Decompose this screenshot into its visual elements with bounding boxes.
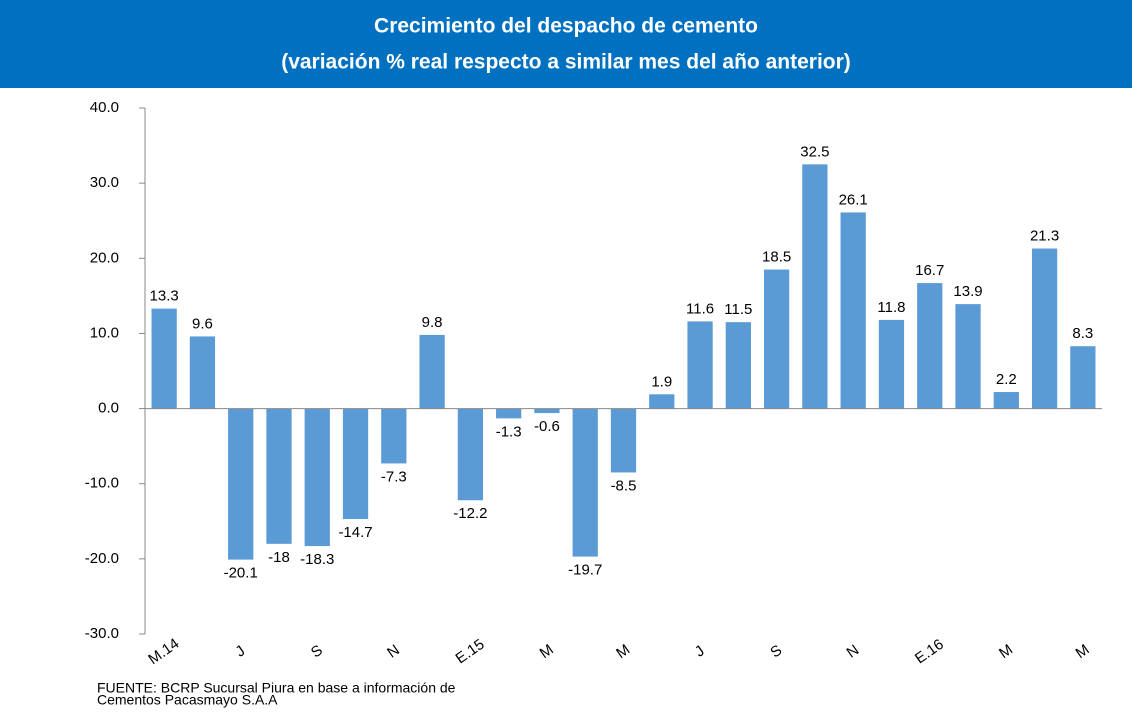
data-label: 11.6 [686,300,714,317]
bar [763,269,790,409]
bar [1031,248,1058,409]
data-label: -12.2 [453,505,487,522]
bar [381,408,407,464]
y-tick-label: -20.0 [85,550,119,567]
source-note: FUENTE: BCRP Sucursal Piura en base a in… [97,680,456,696]
bar [496,408,522,419]
header-band [0,0,1132,88]
data-label: -7.3 [381,468,407,485]
y-tick-label: 10.0 [90,324,119,341]
data-label: 1.9 [651,373,672,390]
bar [610,408,637,473]
data-label: 32.5 [800,143,829,160]
y-tick-label: -10.0 [85,475,119,492]
data-label: 13.9 [953,283,982,300]
data-label: -20.1 [224,565,258,582]
source-note: Cementos Pacasmayo S.A.A [97,692,278,708]
bar [151,308,177,409]
bar [649,394,675,409]
y-tick-label: -30.0 [85,625,119,642]
bar [572,408,598,557]
bar [1070,346,1096,409]
data-label: 11.5 [724,301,752,318]
bar [955,304,981,409]
bar [725,322,751,409]
data-label: 2.2 [996,371,1017,388]
x-tick-label: N [384,641,403,661]
data-label: -19.7 [568,562,602,579]
y-tick-label: 40.0 [90,99,119,116]
data-label: -18.3 [300,551,334,568]
data-label: 13.3 [150,288,179,305]
chart-title: Crecimiento del despacho de cemento [374,15,758,38]
x-tick-label: M.14 [145,635,182,668]
x-tick-label: E.16 [912,636,947,668]
y-tick-label: 30.0 [90,174,119,191]
data-label: -14.7 [338,524,372,541]
bar [802,164,828,409]
bar [189,336,216,409]
bar [228,408,254,560]
data-label: -0.6 [534,418,560,435]
data-label: 26.1 [839,191,868,208]
x-tick-label: S [767,642,785,662]
bar [534,408,560,414]
data-label: 21.3 [1030,227,1059,244]
bar [993,392,1019,409]
x-tick-label: N [844,641,863,661]
data-label: -8.5 [611,477,637,494]
data-label: 16.7 [915,262,944,279]
bar [457,408,484,501]
x-tick-label: M [537,641,557,662]
x-tick-label: M [613,641,633,662]
x-tick-label: M [1073,641,1093,662]
data-label: 18.5 [762,249,791,266]
bar [342,408,369,520]
bar [419,334,445,409]
chart-subtitle: (variación % real respecto a similar mes… [281,51,851,74]
x-tick-label: E.15 [453,636,488,668]
x-tick-label: S [308,642,326,662]
bar [266,408,292,544]
x-tick-label: J [232,642,248,660]
bar [917,283,943,409]
bar [304,408,330,547]
data-label: 11.8 [877,299,905,316]
data-label: 9.6 [192,315,213,332]
x-tick-label: J [692,642,708,660]
y-tick-label: 20.0 [90,249,119,266]
data-label: 9.8 [422,314,443,331]
bar [840,212,866,409]
y-tick-label: 0.0 [98,400,119,417]
data-label: 8.3 [1072,325,1093,342]
bar [878,319,905,409]
bar [687,321,713,409]
data-label: -1.3 [496,423,522,440]
data-label: -18 [268,549,290,566]
x-tick-label: M [996,641,1016,662]
